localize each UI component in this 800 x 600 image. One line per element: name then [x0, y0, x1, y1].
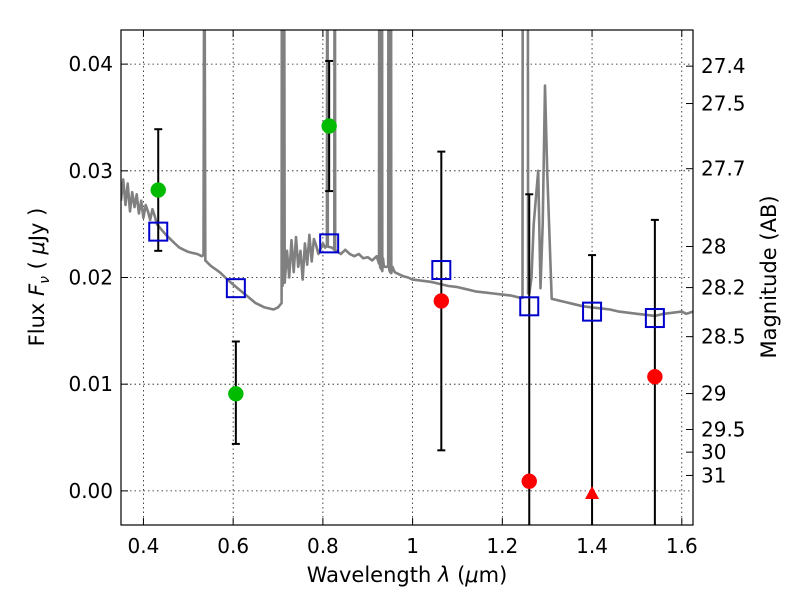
x-tick-label: 0.4 — [128, 534, 160, 558]
model-photometry-square — [319, 233, 340, 254]
magnitude-tick-label: 28 — [701, 234, 726, 258]
magnitude-tick-label: 29 — [701, 382, 726, 406]
magnitude-tick-label: 29.5 — [701, 417, 746, 441]
ticks: 0.4 0.6 0.8 1 1.2 1.4 1.6 0.00 0.01 0.02 0.03 0.04 2… — [68, 30, 746, 558]
model-photometry-square — [225, 278, 246, 299]
x-tick-label: 0.8 — [307, 534, 339, 558]
observed-point — [647, 368, 663, 385]
x-tick-label: 0.6 — [217, 534, 249, 558]
data-markers — [148, 118, 665, 499]
model-photometry-square — [644, 308, 665, 329]
y-tick-label: 0.01 — [68, 372, 113, 396]
y-tick-label: 0.02 — [68, 266, 113, 290]
model-photometry-square — [431, 260, 452, 281]
x-axis-label: Wavelength λ (μm) — [307, 563, 508, 587]
magnitude-tick-label: 27.4 — [701, 54, 746, 78]
grid — [121, 30, 693, 525]
magnitude-tick-label: 31 — [701, 463, 726, 487]
observed-point — [321, 118, 337, 134]
observed-point — [150, 182, 166, 198]
model-spectrum — [121, 30, 693, 318]
x-tick-label: 1 — [406, 534, 419, 558]
y-tick-label: 0.03 — [68, 159, 113, 183]
magnitude-tick-label: 27.7 — [701, 157, 746, 181]
x-tick-label: 1.2 — [486, 534, 518, 558]
observed-point — [433, 293, 450, 309]
observed-point — [228, 386, 244, 402]
model-photometry-square — [519, 296, 540, 317]
right-axis-label: Magnitude (AB) — [757, 195, 781, 358]
model-photometry-square — [148, 221, 169, 242]
x-tick-label: 1.6 — [666, 534, 698, 558]
x-tick-label: 1.4 — [576, 534, 608, 558]
magnitude-tick-label: 28.2 — [701, 276, 746, 300]
magnitude-tick-label: 28.5 — [701, 325, 746, 349]
y-axis-label: Flux Fν ( μJy ) — [25, 208, 53, 347]
model-spectrum-line — [121, 30, 693, 318]
observed-point — [521, 473, 538, 490]
magnitude-tick-label: 27.5 — [701, 92, 746, 116]
y-tick-label: 0.00 — [68, 479, 113, 503]
upper-limit-triangle — [585, 485, 600, 499]
model-photometry-square — [582, 301, 603, 322]
magnitude-tick-label: 30 — [701, 440, 726, 464]
y-tick-label: 0.04 — [68, 52, 113, 76]
